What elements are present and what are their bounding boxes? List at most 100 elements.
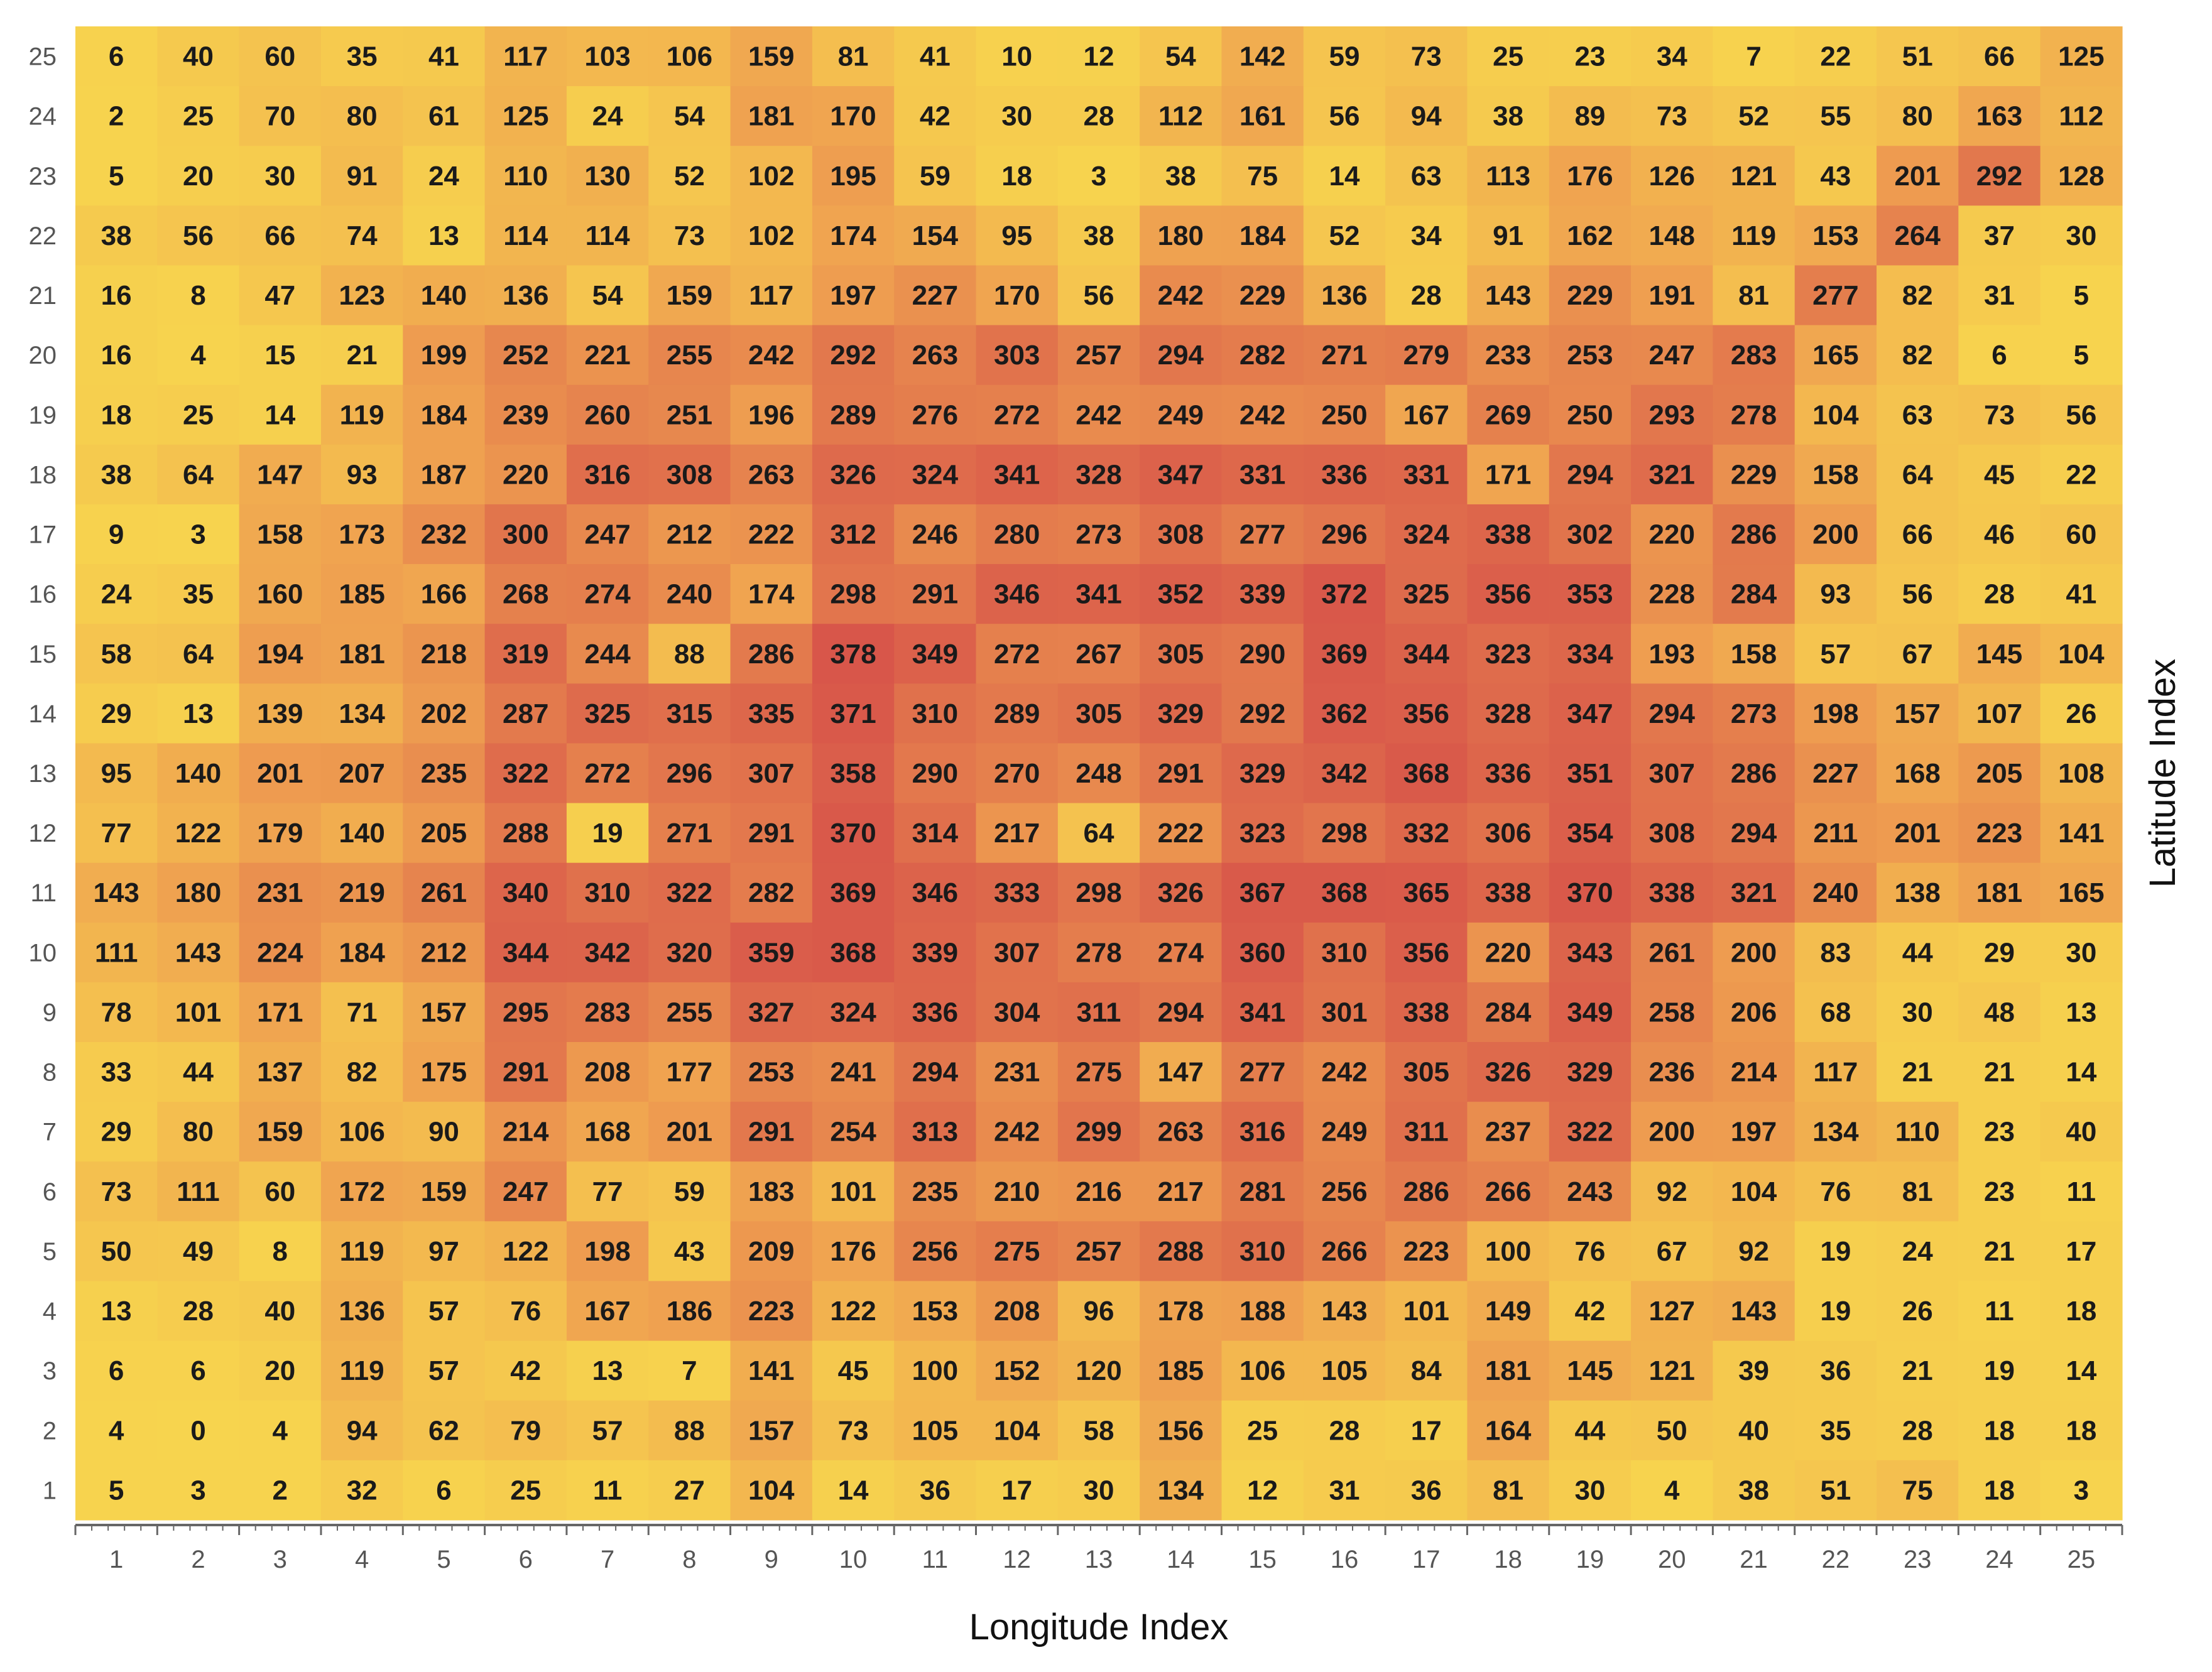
heatmap-cell <box>1303 265 1386 326</box>
cell-value-label: 143 <box>93 877 139 908</box>
heatmap-cell <box>75 922 158 983</box>
cell-value-label: 75 <box>1902 1475 1933 1506</box>
heatmap-cell <box>812 325 895 386</box>
cell-value-label: 235 <box>421 758 467 789</box>
cell-value-label: 81 <box>838 41 869 72</box>
cell-value-label: 91 <box>1493 220 1523 251</box>
heatmap-cell <box>1221 564 1304 624</box>
heatmap-cell <box>1140 564 1223 624</box>
heatmap-cell <box>403 564 486 624</box>
cell-value-label: 291 <box>912 579 958 610</box>
heatmap-cell <box>648 1281 731 1342</box>
heatmap-cell <box>1221 504 1304 565</box>
x-tick-label: 18 <box>1494 1546 1522 1573</box>
cell-value-label: 275 <box>1076 1057 1121 1088</box>
cell-value-label: 41 <box>428 41 459 72</box>
cell-value-label: 67 <box>1657 1236 1687 1267</box>
heatmap-cell <box>894 1460 977 1521</box>
heatmap-cell <box>894 624 977 684</box>
heatmap-cell <box>1467 86 1550 146</box>
cell-value-label: 170 <box>830 101 876 132</box>
cell-value-label: 126 <box>1649 161 1695 192</box>
heatmap-cell <box>157 1161 240 1222</box>
heatmap-cell <box>320 683 403 744</box>
cell-value-label: 35 <box>1820 1415 1851 1446</box>
cell-value-label: 5 <box>2074 340 2089 371</box>
cell-value-label: 36 <box>920 1475 951 1506</box>
cell-value-label: 271 <box>1321 340 1367 371</box>
heatmap-cell <box>1140 205 1223 266</box>
cell-value-label: 305 <box>1076 698 1121 729</box>
heatmap-cell <box>157 862 240 923</box>
cell-value-label: 249 <box>1321 1117 1367 1148</box>
heatmap-cell <box>1794 743 1877 804</box>
heatmap-cell <box>1467 982 1550 1043</box>
heatmap-cell <box>1303 444 1386 505</box>
cell-value-label: 237 <box>1485 1117 1531 1148</box>
heatmap-cell <box>1140 1102 1223 1162</box>
heatmap-cell <box>2040 146 2123 206</box>
heatmap-cell <box>566 1340 649 1401</box>
cell-value-label: 342 <box>1321 758 1367 789</box>
cell-value-label: 201 <box>1894 161 1940 192</box>
cell-value-label: 92 <box>1738 1236 1769 1267</box>
cell-value-label: 354 <box>1567 818 1613 849</box>
cell-value-label: 80 <box>347 101 378 132</box>
heatmap-cell <box>566 444 649 505</box>
heatmap-cell <box>1631 922 1713 983</box>
cell-value-label: 22 <box>2066 459 2096 490</box>
heatmap-cell <box>1631 444 1713 505</box>
cell-value-label: 303 <box>994 340 1040 371</box>
cell-value-label: 73 <box>1984 399 2015 430</box>
heatmap-cell <box>1467 624 1550 684</box>
cell-value-label: 143 <box>1321 1296 1367 1327</box>
heatmap-cell <box>1877 1281 1959 1342</box>
cell-value-label: 14 <box>264 399 295 430</box>
heatmap-cell <box>1549 325 1632 386</box>
heatmap-cell <box>1467 325 1550 386</box>
x-tick-label: 14 <box>1167 1546 1195 1573</box>
cell-value-label: 197 <box>830 280 876 311</box>
cell-value-label: 18 <box>1984 1475 2015 1506</box>
heatmap-cell <box>1958 922 2041 983</box>
heatmap-cell <box>1057 504 1140 565</box>
cell-value-label: 291 <box>748 1117 794 1148</box>
cell-value-label: 370 <box>1567 877 1613 908</box>
cell-value-label: 191 <box>1649 280 1695 311</box>
y-tick-label: 3 <box>43 1357 57 1385</box>
heatmap-cell <box>1877 384 1959 445</box>
cell-value-label: 165 <box>1812 340 1858 371</box>
cell-value-label: 193 <box>1649 639 1695 670</box>
heatmap-cell <box>1549 444 1632 505</box>
heatmap-cell <box>1467 1460 1550 1521</box>
cell-value-label: 73 <box>838 1415 869 1446</box>
heatmap-cell <box>812 265 895 326</box>
cell-value-label: 327 <box>748 997 794 1028</box>
heatmap-cell <box>1057 205 1140 266</box>
cell-value-label: 38 <box>1493 101 1523 132</box>
cell-value-label: 257 <box>1076 340 1121 371</box>
heatmap-cell <box>1713 982 1795 1043</box>
cell-value-label: 79 <box>510 1415 541 1446</box>
cell-value-label: 127 <box>1649 1296 1695 1327</box>
cell-value-label: 11 <box>1985 1296 2014 1327</box>
y-tick-label: 10 <box>29 939 57 967</box>
x-tick-label: 11 <box>922 1546 949 1573</box>
heatmap-cell <box>157 265 240 326</box>
cell-value-label: 347 <box>1567 698 1613 729</box>
heatmap-cell <box>75 624 158 684</box>
heatmap-cell <box>320 1221 403 1282</box>
cell-value-label: 278 <box>1076 937 1121 968</box>
cell-value-label: 338 <box>1485 519 1531 550</box>
heatmap-cell <box>75 205 158 266</box>
cell-value-label: 272 <box>994 639 1040 670</box>
heatmap-cell <box>484 803 567 864</box>
cell-value-label: 73 <box>674 220 705 251</box>
cell-value-label: 268 <box>503 579 548 610</box>
cell-value-label: 38 <box>101 220 132 251</box>
heatmap-cell <box>1467 1400 1550 1461</box>
cell-value-label: 46 <box>1984 519 2015 550</box>
heatmap-cell <box>730 1102 813 1162</box>
heatmap-cell <box>1303 504 1386 565</box>
heatmap-cell <box>1467 862 1550 923</box>
